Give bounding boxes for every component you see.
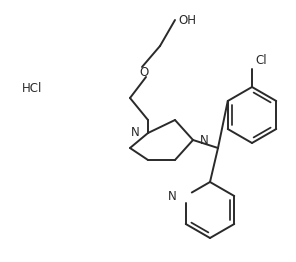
Text: O: O bbox=[139, 66, 149, 79]
Text: OH: OH bbox=[178, 14, 196, 26]
Text: N: N bbox=[168, 189, 177, 203]
Text: HCl: HCl bbox=[22, 81, 42, 95]
Text: N: N bbox=[131, 127, 140, 139]
Text: N: N bbox=[200, 134, 209, 146]
Text: Cl: Cl bbox=[255, 54, 267, 67]
